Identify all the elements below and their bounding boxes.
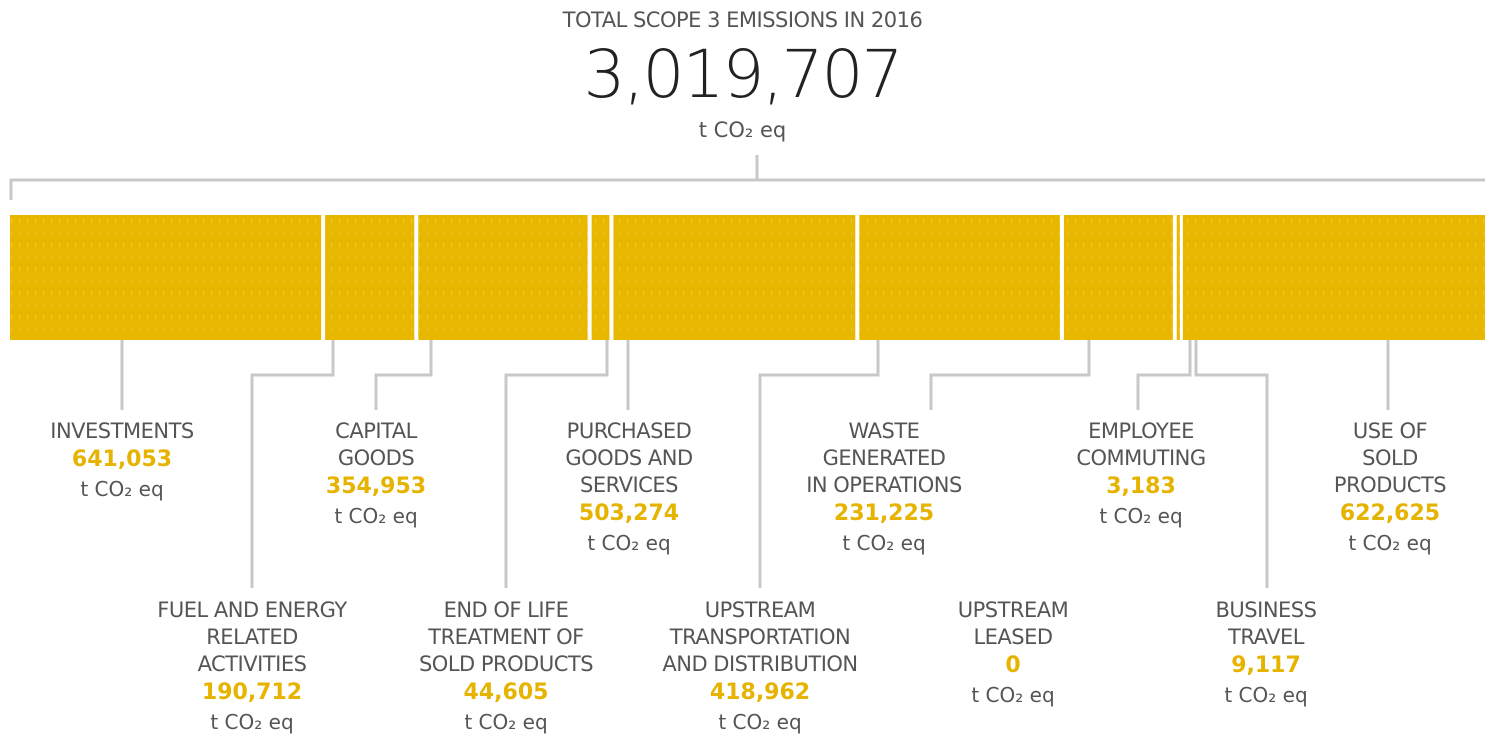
- value-label: 190,712: [201, 680, 303, 705]
- category-name: FUEL AND ENERGY RELATED ACTIVITIES: [157, 598, 347, 676]
- bar-segment: [1063, 215, 1173, 340]
- value-label: 354,953: [325, 474, 427, 499]
- category-name: UPSTREAM LEASED: [957, 598, 1069, 649]
- value-label: 231,225: [833, 501, 935, 526]
- category-name: INVESTMENTS: [50, 419, 194, 443]
- unit: t CO₂ eq: [464, 710, 548, 734]
- category-label: WASTE GENERATED IN OPERATIONS 231,225 t CO…: [806, 418, 962, 557]
- category-name: USE OF SOLD PRODUCTS: [1333, 419, 1447, 497]
- unit: t CO₂ eq: [334, 504, 418, 528]
- leader-line: [929, 340, 1091, 410]
- leader-line: [1194, 340, 1269, 588]
- value-label: 622,625: [1339, 501, 1441, 526]
- bar-segment: [10, 215, 322, 340]
- category-name: END OF LIFE TREATMENT OF SOLD PRODUCTS: [418, 598, 594, 676]
- category-label: CAPITAL GOODS 354,953 t CO₂ eq: [326, 418, 426, 530]
- bracket: [9, 155, 1485, 200]
- category-label: FUEL AND ENERGY RELATED ACTIVITIES 190,71…: [157, 597, 347, 736]
- category-label: UPSTREAM LEASED 0 t CO₂ eq: [958, 597, 1069, 709]
- category-name: UPSTREAM TRANSPORTATION AND DISTRIBUTION: [662, 598, 858, 676]
- bar-segment: [1182, 215, 1485, 340]
- unit: t CO₂ eq: [971, 683, 1055, 707]
- bar-segment: [1178, 215, 1180, 340]
- category-name: CAPITAL GOODS: [335, 419, 417, 470]
- value-label: 44,605: [463, 680, 549, 705]
- category-label: INVESTMENTS 641,053 t CO₂ eq: [50, 418, 194, 503]
- category-label: PURCHASED GOODS AND SERVICES 503,274 t CO₂…: [565, 418, 693, 557]
- category-label: EMPLOYEE COMMUTING 3,183 t CO₂ eq: [1076, 418, 1206, 530]
- leader-line: [250, 340, 335, 588]
- category-label: BUSINESS TRAVEL 9,117 t CO₂ eq: [1216, 597, 1317, 709]
- leader-line: [1136, 340, 1192, 410]
- value-label: 503,274: [578, 501, 680, 526]
- value-label: 9,117: [1231, 653, 1301, 678]
- category-name: PURCHASED GOODS AND SERVICES: [565, 419, 693, 497]
- category-label: UPSTREAM TRANSPORTATION AND DISTRIBUTION…: [662, 597, 858, 736]
- leader-line: [758, 340, 880, 588]
- bar-segment: [418, 215, 588, 340]
- leader-line: [374, 340, 433, 410]
- total: 3,019,707: [583, 36, 904, 113]
- unit: t CO₂ eq: [1224, 683, 1308, 707]
- value-label: 0: [1005, 653, 1021, 678]
- unit: t CO₂ eq: [842, 531, 926, 555]
- value-label: 641,053: [71, 447, 173, 472]
- category-name: WASTE GENERATED IN OPERATIONS: [806, 419, 962, 497]
- unit: t CO₂ eq: [1348, 531, 1432, 555]
- bar-segment: [1176, 215, 1179, 340]
- unit: t CO₂ eq: [698, 118, 787, 142]
- category-label: USE OF SOLD PRODUCTS 622,625 t CO₂ eq: [1333, 418, 1447, 557]
- bar-segment: [859, 215, 1060, 340]
- category-name: EMPLOYEE COMMUTING: [1076, 419, 1206, 470]
- bar-segment: [591, 215, 610, 340]
- bar-segment: [325, 215, 415, 340]
- bar-segment: [613, 215, 856, 340]
- unit: t CO₂ eq: [80, 477, 164, 501]
- unit: t CO₂ eq: [587, 531, 671, 555]
- category-name: BUSINESS TRAVEL: [1215, 598, 1317, 649]
- leader-line: [504, 340, 609, 588]
- unit: t CO₂ eq: [210, 710, 294, 734]
- value-label: 418,962: [709, 680, 811, 705]
- value-label: 3,183: [1106, 474, 1176, 499]
- category-label: END OF LIFE TREATMENT OF SOLD PRODUCTS 44…: [418, 597, 594, 736]
- title: TOTAL SCOPE 3 EMISSIONS IN 2016: [562, 8, 923, 32]
- unit: t CO₂ eq: [718, 710, 802, 734]
- unit: t CO₂ eq: [1099, 504, 1183, 528]
